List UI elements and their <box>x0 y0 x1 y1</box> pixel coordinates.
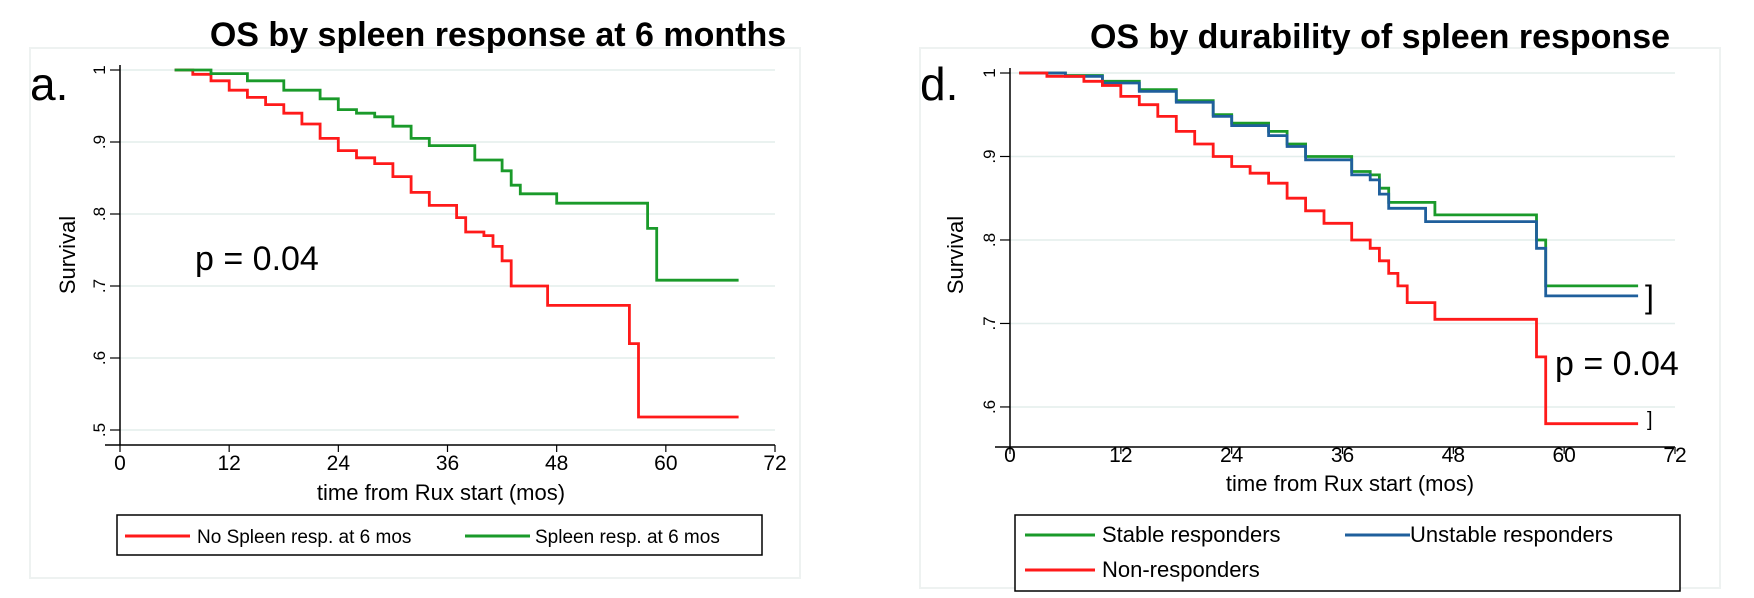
x-tick-label: 24 <box>327 452 351 475</box>
y-tick-label: 1 <box>980 68 999 77</box>
y-tick-label: 1 <box>90 65 109 74</box>
x-tick-label: 36 <box>1331 444 1354 467</box>
y-tick-label: .9 <box>90 135 109 149</box>
y-tick-label: .7 <box>980 316 999 330</box>
panel-d-frame <box>919 47 1721 589</box>
series-line-no-spleen-resp-at-6-mos <box>174 68 739 419</box>
x-tick-label: 0 <box>114 452 126 475</box>
panel-a-title: OS by spleen response at 6 months <box>210 16 786 54</box>
y-tick-label: .8 <box>980 233 999 247</box>
y-tick-label: .8 <box>90 207 109 221</box>
x-tick-label: 12 <box>217 452 240 475</box>
panel-d-letter: d. <box>920 58 958 110</box>
x-tick-label: 24 <box>1220 444 1244 467</box>
x-tick-label: 0 <box>1004 444 1016 467</box>
legend-label-stable-responders: Stable responders <box>1102 522 1281 547</box>
x-tick-label: 60 <box>1552 444 1575 467</box>
panel-a-letter: a. <box>30 58 68 110</box>
x-tick-label: 72 <box>763 452 786 475</box>
panel-d-legend-box <box>1014 514 1681 592</box>
series-line-spleen-resp-at-6-mos <box>174 68 739 282</box>
x-tick-label: 60 <box>654 452 677 475</box>
panel-a-ylabel: Survival <box>55 216 80 294</box>
legend-label-spleen-resp: Spleen resp. at 6 mos <box>535 527 720 548</box>
series-line-unstable-responders <box>1019 71 1639 298</box>
legend-label-non-responders: Non-responders <box>1102 557 1260 582</box>
x-tick-label: 12 <box>1109 444 1132 467</box>
x-tick-label: 36 <box>436 452 459 475</box>
panel-d-legend: Stable responders Unstable responders No… <box>1014 514 1681 592</box>
series-line-non-responders <box>1019 71 1639 426</box>
panel-d-p-value: p = 0.04 <box>1555 345 1679 383</box>
panel-a-frame <box>29 47 801 579</box>
panel-a-legend: No Spleen resp. at 6 mos Spleen resp. at… <box>116 514 763 556</box>
panel-d-ylabel: Survival <box>943 216 968 294</box>
panel-a-legend-box <box>116 514 763 556</box>
legend-label-no-spleen-resp: No Spleen resp. at 6 mos <box>197 527 411 548</box>
panel-d-xlabel: time from Rux start (mos) <box>1226 471 1474 496</box>
panel-a-plot: .5 .6 .7 .8 .9 1 0 12 24 36 48 60 72 <box>90 65 787 475</box>
panel-d: OS by durability of spleen response d. .… <box>919 18 1721 592</box>
x-tick-label: 48 <box>545 452 568 475</box>
panel-a-p-value: p = 0.04 <box>195 240 319 278</box>
y-tick-label: .9 <box>980 149 999 163</box>
y-tick-label: .7 <box>90 279 109 293</box>
panel-a-xlabel: time from Rux start (mos) <box>317 480 565 505</box>
y-tick-label: .5 <box>90 423 109 437</box>
y-tick-label: .6 <box>980 400 999 414</box>
panel-d-title: OS by durability of spleen response <box>1090 18 1670 56</box>
panel-d-censor-bracket-nonresponders: ] <box>1647 409 1653 431</box>
x-tick-label: 48 <box>1442 444 1465 467</box>
panel-d-plot: .6 .7 .8 .9 1 0 12 24 36 48 60 72 <box>980 68 1687 467</box>
panel-a: OS by spleen response at 6 months a. .5.… <box>29 16 801 579</box>
legend-label-unstable-responders: Unstable responders <box>1410 522 1613 547</box>
y-tick-label: .6 <box>90 351 109 365</box>
x-tick-label: 72 <box>1663 444 1686 467</box>
panel-d-censor-bracket-responders: ] <box>1645 279 1654 315</box>
